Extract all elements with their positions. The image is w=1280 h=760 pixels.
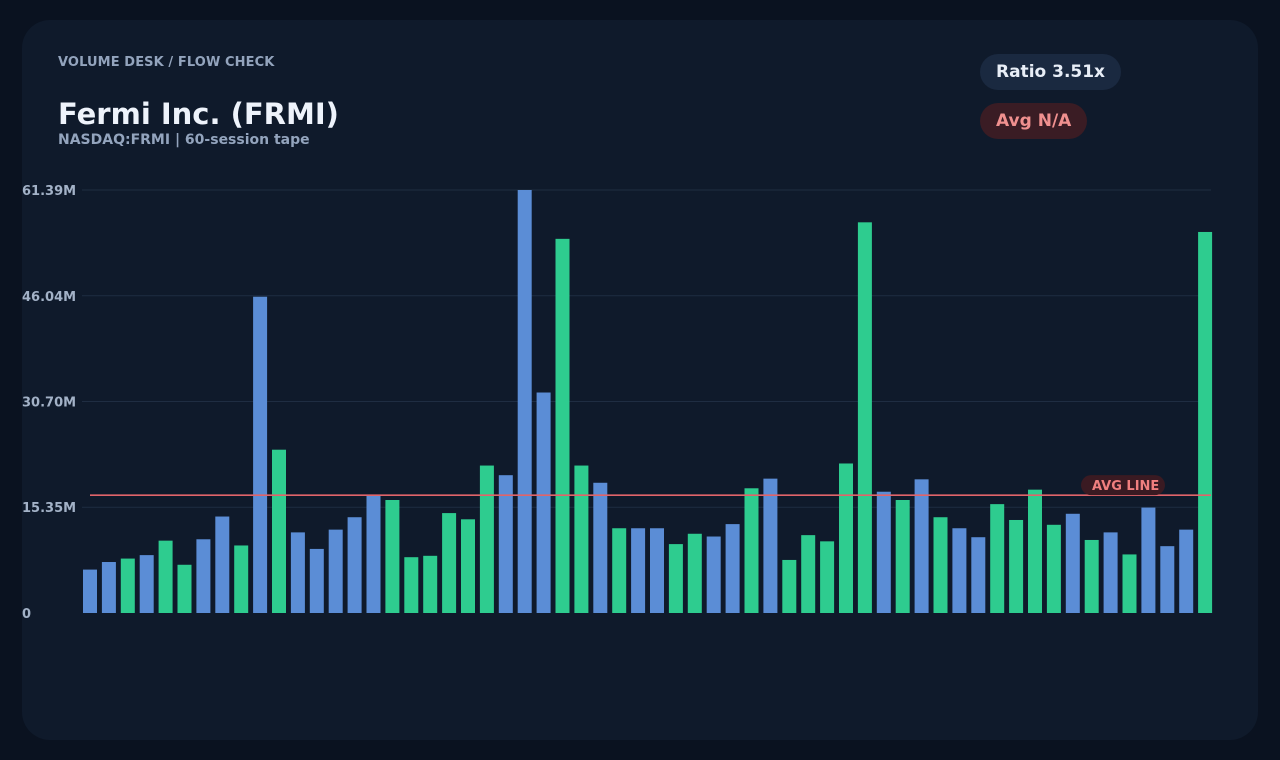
volume-bar bbox=[668, 544, 683, 613]
y-tick-label: 30.70M bbox=[22, 395, 76, 410]
volume-bar bbox=[1046, 524, 1061, 613]
avg-line-group: AVG LINE bbox=[90, 475, 1211, 496]
volume-bar bbox=[498, 475, 513, 613]
volume-bar bbox=[309, 548, 324, 613]
volume-bar bbox=[857, 222, 872, 613]
volume-bar bbox=[574, 465, 589, 613]
volume-bar bbox=[914, 479, 929, 613]
volume-bar bbox=[1179, 529, 1194, 613]
volume-bar bbox=[555, 238, 570, 613]
volume-bar bbox=[272, 449, 286, 613]
volume-bar bbox=[612, 528, 627, 613]
volume-bar bbox=[215, 516, 230, 613]
volume-bar bbox=[839, 463, 853, 613]
volume-bar bbox=[536, 392, 551, 613]
volume-bar bbox=[479, 465, 494, 613]
volume-bar bbox=[971, 537, 986, 613]
volume-bar bbox=[706, 536, 721, 613]
volume-bar bbox=[517, 190, 532, 613]
volume-bar bbox=[385, 500, 400, 613]
volume-bars bbox=[83, 190, 1213, 613]
volume-bar bbox=[801, 535, 816, 613]
volume-bar bbox=[876, 491, 891, 613]
avg-badge: Avg N/A bbox=[980, 103, 1088, 139]
volume-bar bbox=[1084, 539, 1099, 613]
chart-card bbox=[22, 20, 1258, 740]
volume-bar bbox=[347, 517, 362, 613]
eyebrow-label: VOLUME DESK / FLOW CHECK bbox=[58, 55, 275, 70]
volume-bar bbox=[158, 540, 173, 613]
volume-bar bbox=[820, 541, 835, 613]
volume-bar bbox=[1160, 546, 1175, 613]
avg-line-tag bbox=[1081, 475, 1165, 496]
volume-bar bbox=[725, 524, 740, 613]
ratio-badge: Ratio 3.51x bbox=[980, 54, 1122, 90]
volume-bar bbox=[442, 513, 457, 613]
volume-bar bbox=[139, 555, 154, 613]
y-axis-ticks: 0 15.35M 30.70M 46.04M 61.39M bbox=[22, 184, 76, 622]
volume-bar bbox=[933, 517, 948, 613]
volume-bar bbox=[366, 494, 381, 613]
volume-bar bbox=[120, 558, 135, 613]
volume-bar bbox=[1065, 513, 1080, 613]
volume-bar bbox=[461, 519, 475, 613]
volume-bar bbox=[952, 528, 967, 613]
page-subtitle: NASDAQ:FRMI | 60-session tape bbox=[58, 132, 310, 148]
volume-bar bbox=[328, 529, 343, 613]
volume-bar bbox=[763, 478, 778, 613]
avg-line-label: AVG LINE bbox=[1092, 479, 1159, 494]
volume-bar bbox=[1103, 532, 1118, 613]
volume-bar bbox=[1028, 489, 1042, 613]
grid-lines bbox=[82, 189, 1211, 508]
volume-bar bbox=[83, 569, 97, 613]
volume-bar bbox=[253, 296, 268, 613]
volume-bar bbox=[631, 528, 646, 613]
volume-bar bbox=[177, 564, 192, 613]
volume-bar bbox=[990, 504, 1005, 613]
volume-bar bbox=[423, 555, 438, 613]
volume-bar bbox=[1009, 519, 1024, 613]
volume-bar bbox=[687, 533, 702, 613]
volume-bar bbox=[196, 539, 211, 613]
y-tick-label: 46.04M bbox=[22, 290, 76, 305]
volume-bar bbox=[650, 528, 664, 613]
y-tick-label: 61.39M bbox=[22, 184, 76, 199]
volume-bar bbox=[234, 545, 249, 613]
volume-bar bbox=[744, 488, 759, 613]
volume-bar bbox=[290, 532, 305, 613]
volume-bar bbox=[1141, 507, 1156, 613]
volume-bar bbox=[895, 500, 910, 613]
page-title: Fermi Inc. (FRMI) bbox=[58, 97, 339, 131]
volume-bar bbox=[101, 562, 116, 613]
volume-bar bbox=[1198, 231, 1213, 613]
volume-bar bbox=[404, 557, 419, 613]
y-tick-label: 15.35M bbox=[22, 501, 76, 516]
volume-bar bbox=[593, 482, 608, 613]
volume-bar bbox=[782, 559, 797, 613]
y-tick-label: 0 bbox=[22, 607, 31, 622]
volume-bar bbox=[1122, 554, 1137, 613]
